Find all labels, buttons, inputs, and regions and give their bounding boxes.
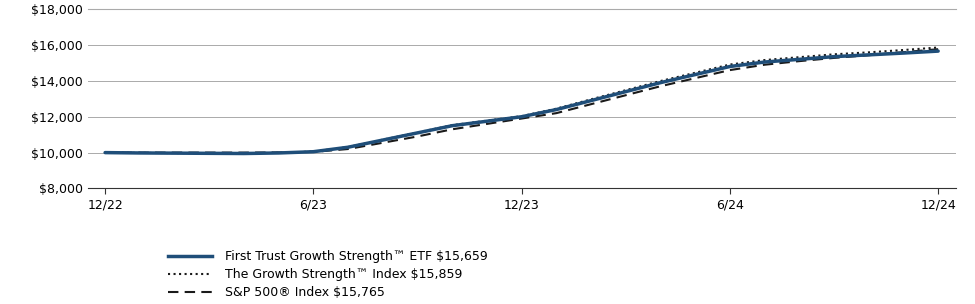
Legend: First Trust Growth Strength™ ETF $15,659, The Growth Strength™ Index $15,859, S&: First Trust Growth Strength™ ETF $15,659… bbox=[164, 245, 492, 304]
